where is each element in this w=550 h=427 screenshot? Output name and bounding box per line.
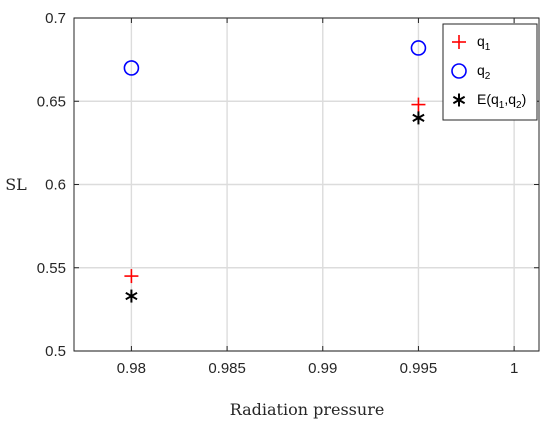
y-ticks: 0.5 0.55 0.6 0.65 0.7	[37, 10, 539, 360]
x-tick-label: 1	[510, 360, 518, 377]
y-tick-label: 0.55	[37, 260, 66, 277]
legend-label: q2	[477, 62, 491, 82]
x-ticks: 0.98 0.985 0.99 0.995 1	[117, 18, 518, 377]
plot-frame	[73, 17, 540, 352]
legend-label: q1	[477, 33, 491, 53]
legend-marker-circle	[451, 63, 467, 79]
data-point-asterisk	[125, 289, 138, 303]
data-point-plus	[411, 97, 426, 112]
legend-label: E(q1,q2)	[477, 91, 526, 111]
x-tick-label: 0.98	[117, 360, 146, 377]
x-tick-label: 0.995	[400, 360, 438, 377]
data-point-circle	[123, 60, 140, 76]
y-tick-label: 0.6	[45, 177, 66, 194]
y-tick-label: 0.5	[45, 343, 66, 360]
data-points	[123, 40, 427, 303]
y-axis-title: SL	[5, 175, 27, 194]
data-point-asterisk	[412, 111, 425, 125]
y-tick-label: 0.65	[37, 93, 66, 110]
x-axis-title: Radiation pressure	[230, 400, 385, 419]
x-tick-label: 0.99	[308, 360, 337, 377]
x-tick-label: 0.985	[208, 360, 246, 377]
y-tick-label: 0.7	[45, 10, 66, 27]
legend-marker-asterisk	[452, 93, 466, 107]
data-point-circle	[410, 40, 427, 56]
data-point-plus	[124, 269, 139, 284]
legend-marker-plus	[452, 35, 466, 49]
legend: q1 q2 E(q1,q2)	[442, 23, 538, 121]
